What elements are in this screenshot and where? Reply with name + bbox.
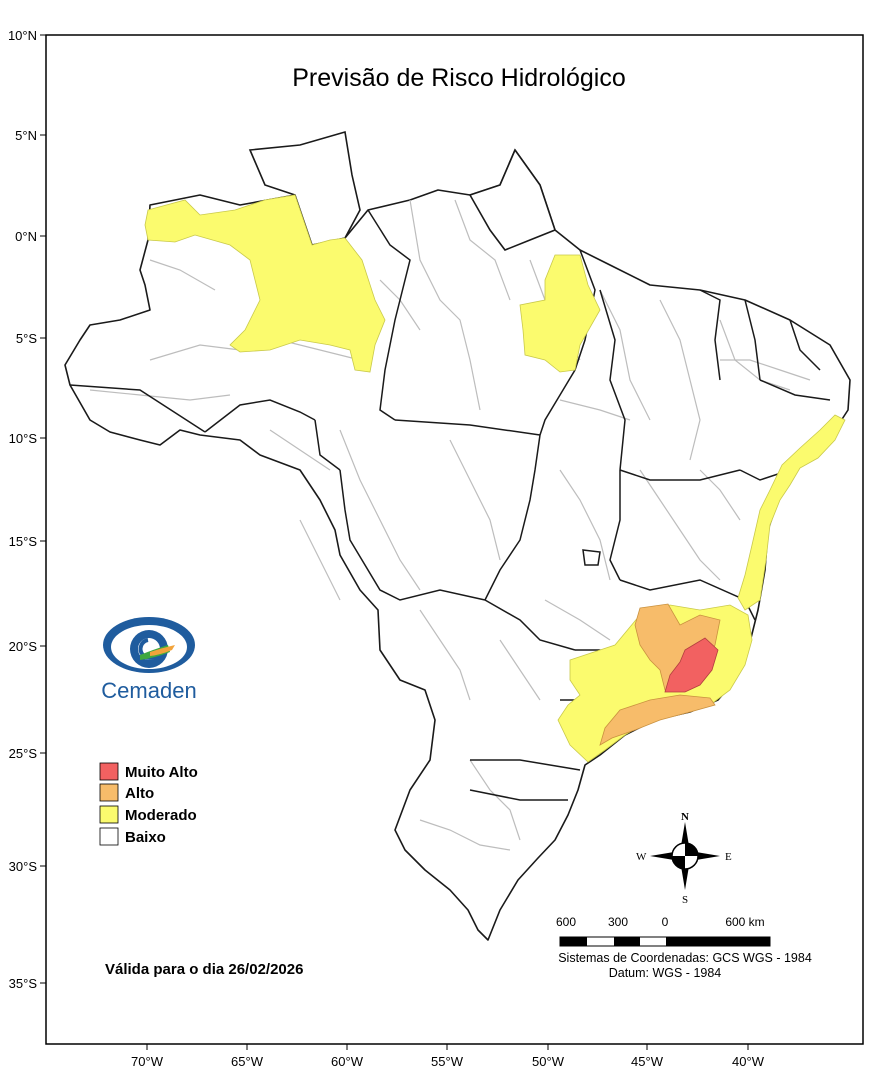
legend-swatch (99, 762, 119, 781)
risk-region-muito-alto (664, 637, 719, 693)
lat-tick-label: 35°S (9, 976, 38, 991)
map-title: Previsão de Risco Hidrológico (292, 64, 625, 92)
compass-w: W (636, 851, 647, 863)
lat-tick-label: 20°S (9, 639, 38, 654)
legend-swatch (99, 783, 119, 802)
lat-tick-label: 10°N (8, 28, 37, 43)
risk-region-moderado (519, 254, 601, 373)
scale-label: 300 (608, 915, 628, 929)
scale-label: 600 km (725, 915, 764, 929)
risk-region-alto (599, 694, 716, 746)
risk-regions (144, 194, 846, 763)
legend-swatch (99, 805, 119, 824)
lon-tick-label: 60°W (331, 1054, 364, 1069)
risk-region-moderado (144, 194, 386, 373)
scale-label: 600 (556, 915, 576, 929)
compass-s: S (682, 894, 688, 906)
legend: Muito Alto Alto Moderado Baixo (99, 762, 198, 846)
legend-label: Muito Alto (125, 764, 198, 781)
scale-bar: 600 300 0 600 km (556, 915, 771, 947)
risk-region-moderado (737, 414, 846, 611)
lat-ticks: 10°N 5°N 0°N 5°S 10°S 15°S 20°S 25°S 30°… (8, 28, 46, 991)
lon-tick-label: 55°W (431, 1054, 464, 1069)
lat-tick-label: 10°S (9, 431, 38, 446)
lon-tick-label: 40°W (732, 1054, 765, 1069)
compass-e: E (725, 851, 732, 863)
lon-tick-label: 45°W (631, 1054, 664, 1069)
internal-borders (89, 199, 811, 851)
valid-date-label: Válida para o dia 26/02/2026 (105, 961, 303, 978)
scale-label: 0 (662, 915, 669, 929)
cemaden-logo: Cemaden (101, 617, 197, 703)
lat-tick-label: 25°S (9, 746, 38, 761)
logo-text: Cemaden (101, 678, 196, 703)
lat-tick-label: 5°S (16, 331, 37, 346)
compass-n: N (681, 811, 689, 823)
amapa-outline (468, 148, 556, 251)
lon-tick-label: 50°W (532, 1054, 565, 1069)
coord-system-label: Sistemas de Coordenadas: GCS WGS - 1984 (558, 951, 812, 965)
lon-tick-label: 65°W (231, 1054, 264, 1069)
compass-icon: N S E W (636, 811, 732, 906)
lon-ticks: 70°W 65°W 60°W 55°W 50°W 45°W 40°W (131, 1044, 765, 1069)
legend-label: Baixo (125, 829, 166, 846)
lon-tick-label: 70°W (131, 1054, 164, 1069)
legend-label: Alto (125, 785, 154, 802)
lat-tick-label: 5°N (15, 128, 37, 143)
roraima-outline (248, 130, 361, 246)
lat-tick-label: 15°S (9, 534, 38, 549)
lat-tick-label: 30°S (9, 859, 38, 874)
legend-label: Moderado (125, 807, 197, 824)
legend-swatch (99, 827, 119, 846)
datum-label: Datum: WGS - 1984 (609, 966, 722, 980)
lat-tick-label: 0°N (15, 229, 37, 244)
